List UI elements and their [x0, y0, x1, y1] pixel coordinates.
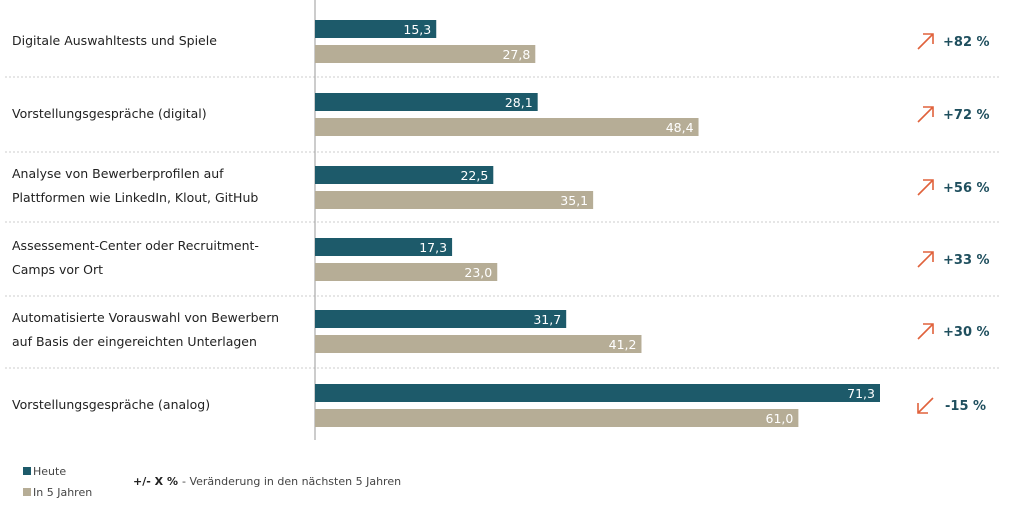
- data-label: 22,5: [460, 168, 488, 183]
- arrow-up-icon: [917, 323, 934, 340]
- note-text: - Veränderung in den nächsten 5 Jahren: [182, 475, 401, 488]
- bar-in-5-jahren: [315, 263, 498, 281]
- data-label: 31,7: [533, 312, 561, 327]
- data-label: 71,3: [847, 386, 875, 401]
- data-label: 15,3: [403, 22, 431, 37]
- bar-in-5-jahren: [315, 335, 642, 353]
- bar-in-5-jahren: [315, 409, 799, 427]
- arrow-up-icon: [917, 251, 934, 268]
- category-label: Digitale Auswahltests und Spiele: [12, 33, 217, 48]
- bar-heute: [315, 310, 567, 328]
- legend-swatch-in-5-jahren: [23, 488, 31, 496]
- category-label: auf Basis der eingereichten Unterlagen: [12, 334, 257, 349]
- arrow-down-icon: [917, 397, 934, 414]
- change-label: +82 %: [943, 35, 990, 50]
- legend-label: In 5 Jahren: [33, 486, 92, 499]
- change-label: +72 %: [943, 108, 990, 123]
- category-label: Vorstellungsgespräche (analog): [12, 397, 210, 412]
- data-label: 23,0: [464, 265, 492, 280]
- arrow-down-icon: [917, 397, 934, 414]
- change-label: +56 %: [943, 181, 990, 196]
- bar-heute: [315, 238, 453, 256]
- arrow-up-icon: [917, 179, 934, 196]
- bar-in-5-jahren: [315, 191, 594, 209]
- change-label: -15 %: [945, 399, 986, 414]
- change-label: +30 %: [943, 325, 990, 340]
- category-label: Analyse von Bewerberprofilen auf: [12, 166, 224, 181]
- legend-swatch-heute: [23, 467, 31, 475]
- note-symbol: +/- X %: [133, 475, 178, 488]
- data-label: 17,3: [419, 240, 447, 255]
- category-label: Plattformen wie LinkedIn, Klout, GitHub: [12, 190, 258, 205]
- data-label: 27,8: [502, 47, 530, 62]
- arrow-up-icon: [917, 179, 934, 196]
- data-label: 48,4: [666, 120, 694, 135]
- bar-heute: [315, 384, 880, 402]
- arrow-up-icon: [917, 251, 934, 268]
- arrow-up-icon: [917, 33, 934, 50]
- data-label: 61,0: [766, 411, 794, 426]
- data-label: 35,1: [560, 193, 588, 208]
- bar-heute: [315, 166, 494, 184]
- arrow-up-icon: [917, 33, 934, 50]
- category-label: Automatisierte Vorauswahl von Bewerbern: [12, 310, 279, 325]
- data-label: 41,2: [609, 337, 637, 352]
- arrow-up-icon: [917, 106, 934, 123]
- category-label: Assessement-Center oder Recruitment-: [12, 238, 259, 253]
- category-label: Camps vor Ort: [12, 262, 103, 277]
- category-label: Vorstellungsgespräche (digital): [12, 106, 207, 121]
- data-label: 28,1: [505, 95, 533, 110]
- legend-label: Heute: [33, 465, 66, 478]
- arrow-up-icon: [917, 106, 934, 123]
- bar-heute: [315, 93, 538, 111]
- bar-in-5-jahren: [315, 45, 536, 63]
- bar-in-5-jahren: [315, 118, 699, 136]
- arrow-up-icon: [917, 323, 934, 340]
- bar-heute: [315, 20, 437, 38]
- change-label: +33 %: [943, 253, 990, 268]
